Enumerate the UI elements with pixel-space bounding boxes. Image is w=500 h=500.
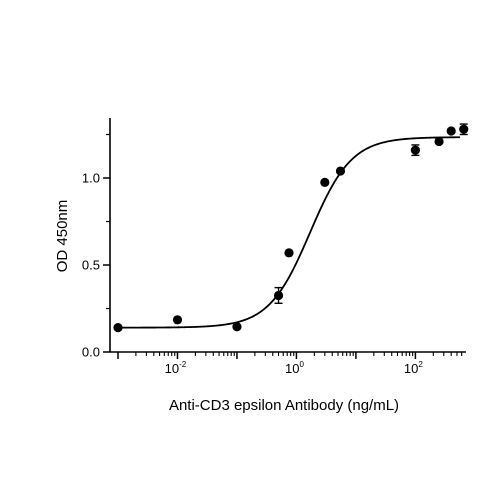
data-marker [172, 315, 183, 325]
data-point [410, 144, 420, 157]
data-point [446, 126, 456, 136]
data-marker [273, 290, 284, 301]
data-point [335, 166, 346, 176]
y-axis-title: OD 450nm [54, 200, 71, 273]
data-marker [459, 124, 469, 134]
y-tick-labels: 0.0 0.5 1.0 [82, 171, 100, 360]
data-point [434, 136, 444, 147]
data-marker [113, 323, 123, 333]
x-tick-labels: 10-2 100 102 [165, 360, 424, 376]
x-tick-label: 10-2 [165, 360, 187, 376]
x-ticks [117, 352, 463, 359]
fit-curve [118, 136, 461, 329]
data-marker [335, 166, 346, 176]
y-tick-label: 0.0 [82, 345, 100, 360]
data-point [284, 248, 294, 258]
data-point [113, 323, 123, 333]
x-axis-title: Anti-CD3 epsilon Antibody (ng/mL) [169, 397, 399, 414]
y-tick-label: 1.0 [82, 171, 100, 186]
data-point [273, 286, 284, 304]
data-point [459, 123, 469, 136]
data-marker [284, 248, 294, 258]
x-tick-label: 102 [404, 360, 423, 376]
data-marker [232, 322, 242, 332]
data-points [113, 123, 469, 333]
data-point [172, 315, 183, 325]
data-marker [320, 177, 330, 187]
data-marker [434, 136, 444, 147]
x-tick-label: 100 [285, 360, 304, 376]
y-ticks [103, 133, 110, 353]
data-marker [410, 145, 420, 155]
data-point [320, 177, 330, 187]
data-point [232, 322, 242, 332]
y-tick-label: 0.5 [82, 258, 100, 273]
data-marker [446, 126, 456, 136]
